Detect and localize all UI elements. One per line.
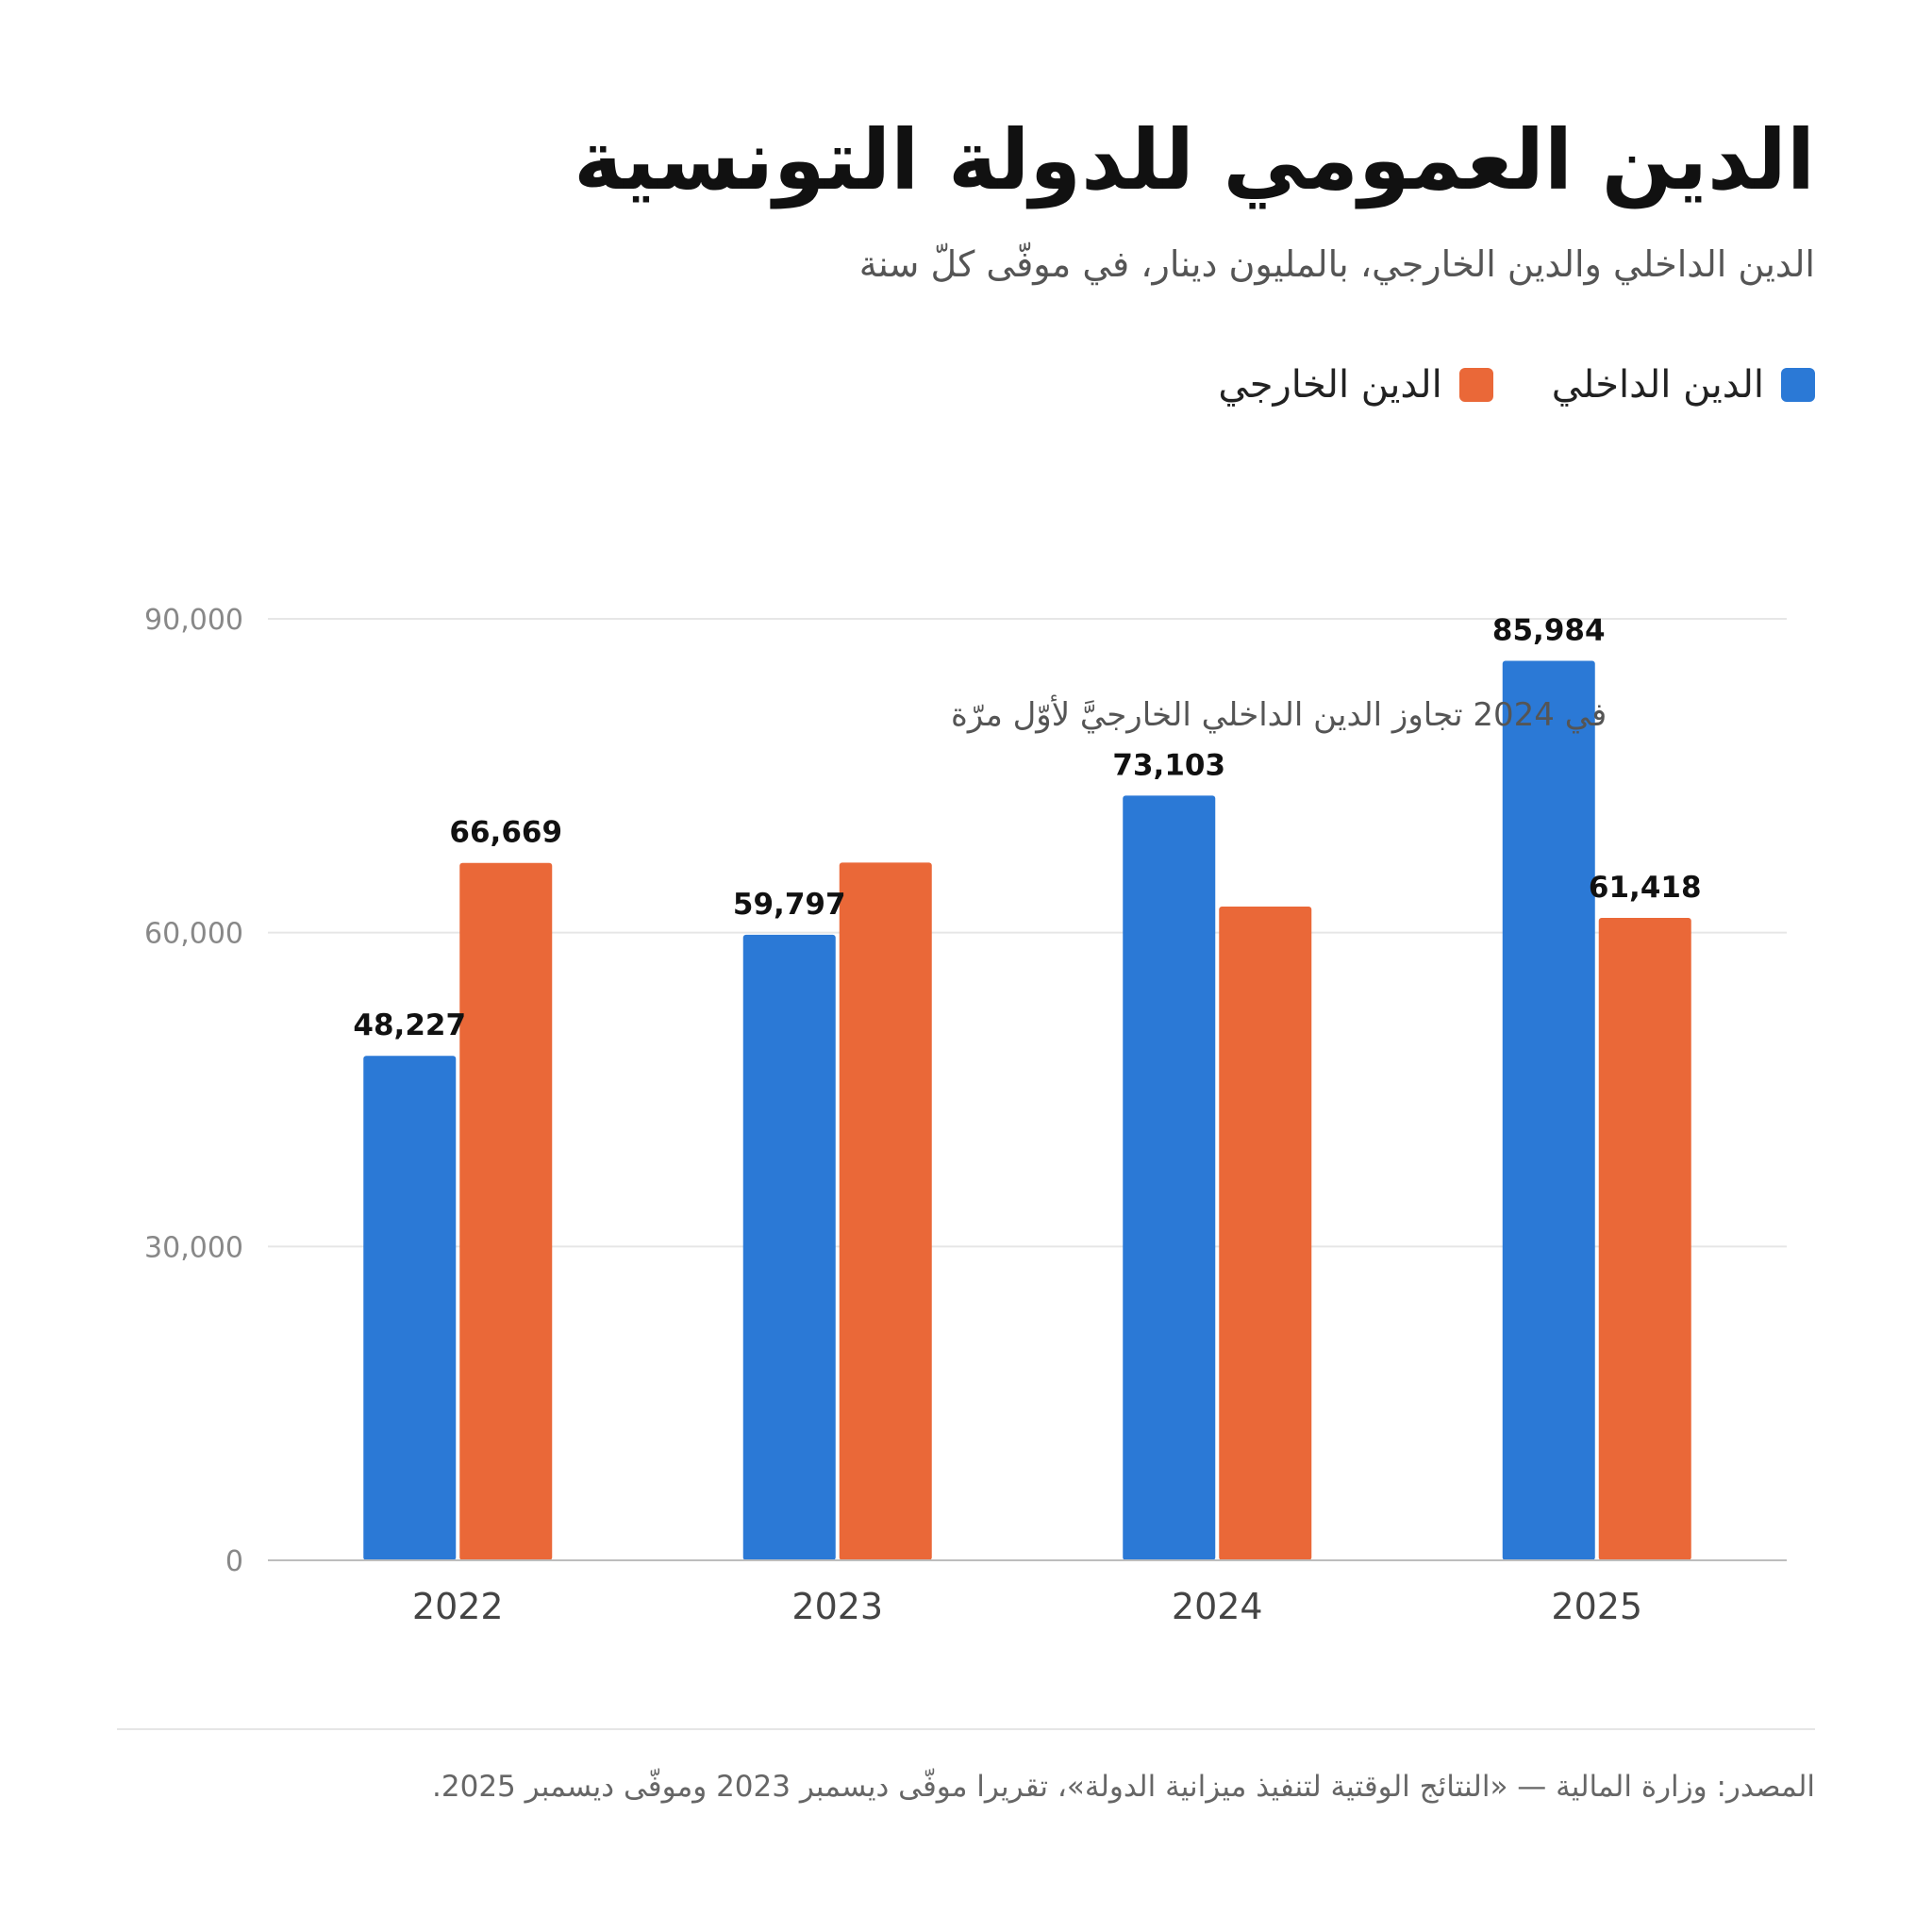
chart-annotation: في 2024 تجاوز الدين الداخلي الخارجيَّ لأ… xyxy=(951,694,1607,734)
source-note: المصدر: وزارة المالية — «النتائج الوقتية… xyxy=(432,1770,1815,1804)
x-tick-label: 2024 xyxy=(1172,1586,1263,1627)
x-tick-label: 2022 xyxy=(412,1586,504,1627)
bar-external-2024 xyxy=(1219,906,1312,1560)
y-tick-label: 90,000 xyxy=(144,604,243,637)
bar-external-2023 xyxy=(839,862,932,1560)
y-tick-label: 60,000 xyxy=(144,918,243,951)
legend-item-external: الدين الخارجي xyxy=(1218,363,1493,407)
data-label: 66,669 xyxy=(449,816,562,850)
legend-swatch-external xyxy=(1458,368,1493,402)
bar-domestic-2023 xyxy=(742,934,836,1560)
bars xyxy=(363,660,1691,1560)
data-label: 59,797 xyxy=(733,888,846,922)
data-label: 61,418 xyxy=(1589,871,1702,905)
bar-external-2025 xyxy=(1598,917,1691,1560)
legend: الدين الداخلي الدين الخارجي xyxy=(1218,363,1815,407)
bar-external-2022 xyxy=(459,862,553,1560)
data-label: 48,227 xyxy=(353,1008,466,1042)
bar-domestic-2022 xyxy=(363,1056,457,1560)
x-axis-ticks: 2022 2023 2024 2025 xyxy=(412,1586,1642,1627)
x-tick-label: 2023 xyxy=(791,1586,883,1627)
chart-title: الدين العمومي للدولة التونسية xyxy=(574,111,1815,208)
data-label: 85,984 xyxy=(1492,614,1606,648)
y-tick-label: 30,000 xyxy=(144,1231,243,1264)
legend-swatch-domestic xyxy=(1781,368,1815,402)
legend-label-external: الدين الخارجي xyxy=(1218,363,1442,407)
bar-chart: 0 30,000 60,000 90,000 48,227 66,669 59,797 73… xyxy=(144,604,1787,1627)
legend-label-domestic: الدين الداخلي xyxy=(1551,363,1764,407)
y-axis-ticks: 0 30,000 60,000 90,000 xyxy=(144,604,243,1578)
legend-item-domestic: الدين الداخلي xyxy=(1552,363,1815,407)
data-labels: 48,227 66,669 59,797 73,103 85,984 61,418 xyxy=(353,614,1701,1043)
data-label: 73,103 xyxy=(1112,748,1225,782)
y-tick-label: 0 xyxy=(225,1545,243,1578)
footer-divider xyxy=(117,1728,1815,1730)
chart-subtitle: الدين الداخلي والدين الخارجي، بالمليون د… xyxy=(858,243,1815,285)
x-tick-label: 2025 xyxy=(1551,1586,1642,1627)
bar-domestic-2024 xyxy=(1123,795,1216,1560)
bar-domestic-2025 xyxy=(1502,660,1595,1560)
